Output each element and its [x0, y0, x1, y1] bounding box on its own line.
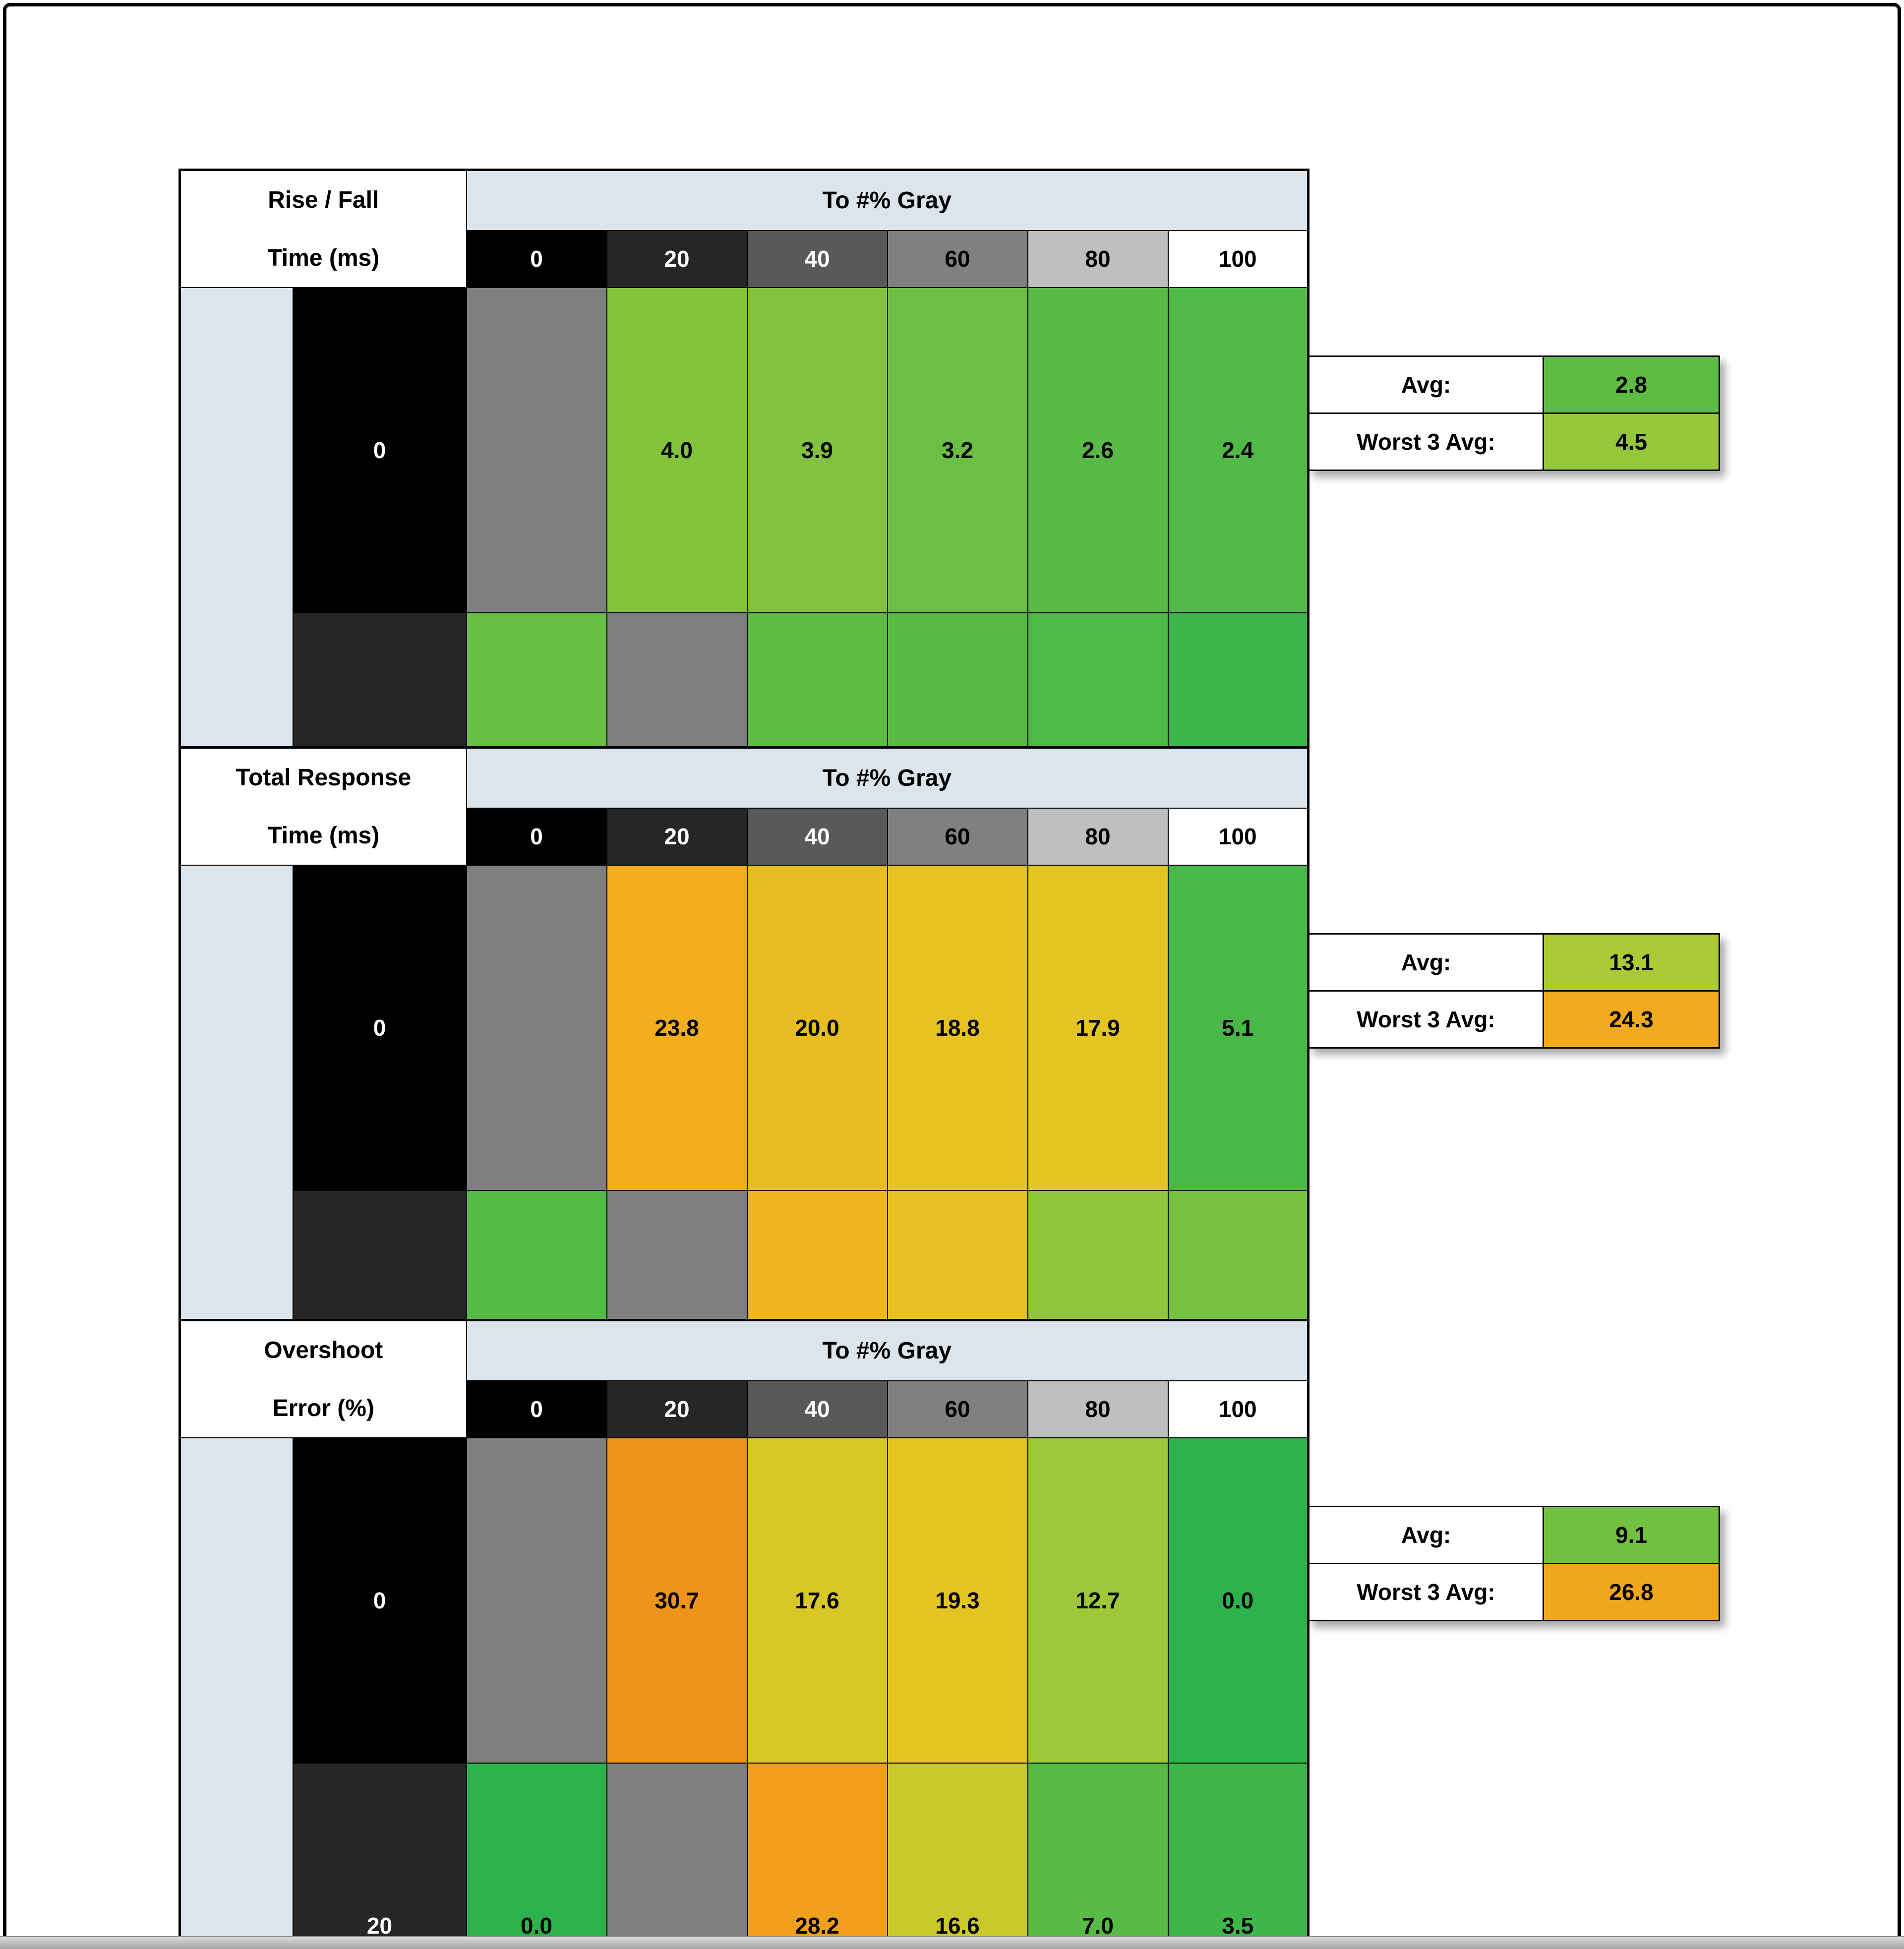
- worst3-avg-value: 26.8: [1543, 1563, 1720, 1621]
- data-cell: 3.5: [1167, 1762, 1309, 1949]
- col-header-80: 80: [1027, 230, 1169, 289]
- data-cell: 12.7: [1027, 1437, 1169, 1764]
- data-cell: 7.0: [1027, 1762, 1169, 1949]
- heatmap-section-3: Overshoot Error (%) To #% Gray 0 20 40 60 80 100…: [178, 1319, 1765, 1949]
- row-header-0: 0: [292, 865, 467, 1191]
- col-header-100: 100: [1167, 230, 1309, 289]
- data-cell: 0.0: [466, 1762, 607, 1949]
- col-header-80: 80: [1027, 807, 1169, 866]
- col-header-20: 20: [606, 807, 748, 866]
- table-title: Overshoot Error (%): [179, 1319, 467, 1438]
- data-cell: 18.8: [887, 865, 1028, 1191]
- col-header-40: 40: [746, 230, 888, 289]
- data-cell: 5.1: [1167, 865, 1309, 1191]
- summary-box: Avg: 9.1 Worst 3 Avg: 26.8: [1308, 1506, 1720, 1621]
- worst3-avg-label: Worst 3 Avg:: [1308, 413, 1544, 471]
- col-header-20: 20: [606, 230, 748, 289]
- table-title-line1: Total Response: [236, 765, 412, 791]
- worst3-avg-label: Worst 3 Avg:: [1308, 1563, 1544, 1621]
- worst3-avg-value: 4.5: [1543, 413, 1720, 471]
- y-axis-label: From #% Gray: [224, 1439, 249, 1949]
- data-cell: 16.6: [887, 1762, 1028, 1949]
- row-header-0: 0: [292, 287, 467, 613]
- col-header-40: 40: [746, 1380, 888, 1439]
- table-title-line1: Overshoot: [264, 1337, 383, 1363]
- row-header-0: 0: [292, 1437, 467, 1764]
- row-header-20: 20: [292, 1762, 467, 1949]
- col-header-40: 40: [746, 807, 888, 866]
- col-header-100: 100: [1167, 1380, 1309, 1439]
- summary-box: Avg: 13.1 Worst 3 Avg: 24.3: [1308, 933, 1720, 1049]
- col-header-0: 0: [466, 807, 607, 866]
- table-title: Total Response Time (ms): [179, 747, 467, 866]
- diagonal-cell: [466, 865, 607, 1191]
- data-cell: 19.3: [887, 1437, 1028, 1764]
- diagonal-cell: [466, 1437, 607, 1764]
- horizontal-scrollbar[interactable]: [0, 1936, 1904, 1949]
- col-header-80: 80: [1027, 1380, 1169, 1439]
- data-cell: 4.0: [606, 287, 748, 613]
- avg-value: 13.1: [1543, 933, 1720, 992]
- avg-label: Avg:: [1308, 355, 1544, 414]
- x-axis-label: To #% Gray: [466, 1319, 1309, 1381]
- table-title-line2: Time (ms): [267, 245, 380, 271]
- table-title-line1: Rise / Fall: [268, 187, 379, 213]
- worst3-avg-value: 24.3: [1543, 990, 1720, 1049]
- diagonal-cell: [606, 1762, 748, 1949]
- heatmap-table: Overshoot Error (%) To #% Gray 0 20 40 60 80 100…: [178, 1319, 1309, 1949]
- x-axis-label: To #% Gray: [466, 169, 1309, 231]
- col-header-60: 60: [887, 807, 1028, 866]
- worst3-avg-label: Worst 3 Avg:: [1308, 990, 1544, 1049]
- summary-box: Avg: 2.8 Worst 3 Avg: 4.5: [1308, 355, 1720, 471]
- diagonal-cell: [466, 287, 607, 613]
- data-cell: 17.9: [1027, 865, 1169, 1191]
- table-title-line2: Error (%): [272, 1395, 374, 1421]
- col-header-60: 60: [887, 230, 1028, 289]
- data-cell: 30.7: [606, 1437, 748, 1764]
- y-axis-band: From #% Gray: [179, 1437, 294, 1949]
- data-cell: 3.9: [746, 287, 888, 613]
- avg-value: 2.8: [1543, 355, 1720, 414]
- data-cell: 20.0: [746, 865, 888, 1191]
- x-axis-label: To #% Gray: [466, 747, 1309, 809]
- data-cell: 3.2: [887, 287, 1028, 613]
- data-cell: 28.2: [746, 1762, 888, 1949]
- data-cell: 2.4: [1167, 287, 1309, 613]
- col-header-100: 100: [1167, 807, 1309, 866]
- data-cell: 17.6: [746, 1437, 888, 1764]
- table-title: Rise / Fall Time (ms): [179, 169, 467, 288]
- col-header-0: 0: [466, 1380, 607, 1439]
- avg-label: Avg:: [1308, 1506, 1544, 1564]
- table-title-line2: Time (ms): [267, 823, 380, 849]
- col-header-20: 20: [606, 1380, 748, 1439]
- col-header-60: 60: [887, 1380, 1028, 1439]
- data-cell: 0.0: [1167, 1437, 1309, 1764]
- avg-label: Avg:: [1308, 933, 1544, 992]
- data-cell: 2.6: [1027, 287, 1169, 613]
- data-cell: 23.8: [606, 865, 748, 1191]
- avg-value: 9.1: [1543, 1506, 1720, 1564]
- col-header-0: 0: [466, 230, 607, 289]
